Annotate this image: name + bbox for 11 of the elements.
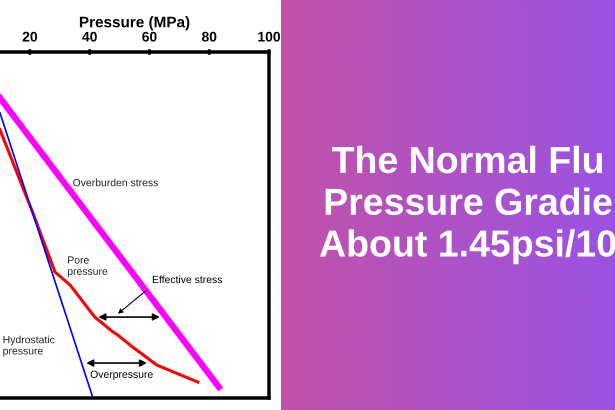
annotation: Effective stress (152, 276, 222, 284)
annotation: Overpressure (90, 370, 153, 380)
x-tick-label: 60 (142, 32, 157, 42)
x-tick-label: 40 (82, 32, 97, 42)
x-tick-label: 80 (202, 32, 216, 42)
x-tick-label: 100 (258, 32, 280, 42)
x-axis-title: Pressure (MPa) (80, 16, 190, 30)
series-label: Hydrostatic pressure (3, 336, 55, 357)
series-label: Pore pressure (68, 256, 108, 277)
x-tick-label: 20 (22, 32, 38, 42)
series-label: Overburden stress (73, 178, 158, 186)
